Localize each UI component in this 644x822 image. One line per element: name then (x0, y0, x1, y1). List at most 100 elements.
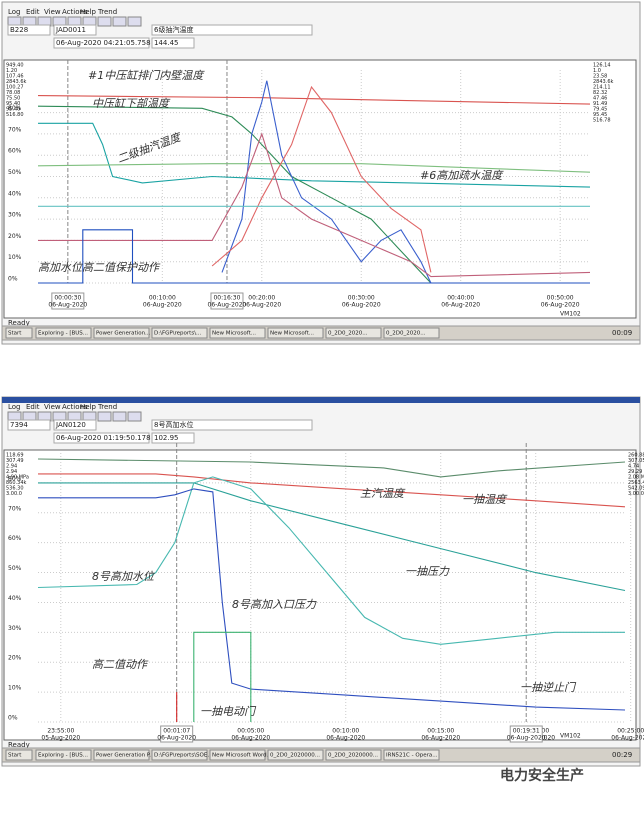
clock: 00:09 (612, 329, 632, 337)
toolbar-button[interactable] (127, 411, 142, 422)
toolbar-button[interactable] (112, 411, 127, 422)
taskbar-button[interactable] (151, 749, 208, 761)
field-text: 7394 (10, 421, 28, 429)
scale-label: 82.32 (593, 90, 607, 96)
scale-label: 95.40 (6, 107, 20, 113)
taskbar-button[interactable] (35, 327, 92, 339)
taskbar-button[interactable] (325, 327, 382, 339)
scale-label: 3.00.0 (628, 491, 644, 497)
taskbar-label[interactable]: 0_2D0_2020000... (328, 753, 378, 759)
taskbar-button[interactable] (93, 749, 150, 761)
taskbar-label[interactable]: New Microsoft... (270, 331, 314, 337)
taskbar-button[interactable] (209, 749, 266, 761)
scale-label: 1.0 (593, 68, 601, 74)
trend-line (221, 80, 432, 284)
taskbar-button[interactable] (93, 327, 150, 339)
taskbar-button[interactable] (383, 749, 440, 761)
scale-label: 47.46 (593, 96, 607, 102)
taskbar-label[interactable]: D:\FGP\reports\SOE... (154, 753, 213, 759)
taskbar-label[interactable]: 0_2D0_2020... (328, 331, 368, 337)
trend-line (38, 488, 626, 711)
trend-line (193, 631, 252, 722)
y-tick-label: 50% (8, 169, 22, 176)
taskbar-button[interactable] (5, 749, 33, 761)
x-tick-date: 06-Aug-2020 (231, 735, 270, 742)
menu-item[interactable]: View (44, 403, 61, 411)
field-box (151, 432, 195, 444)
menu-item[interactable]: Edit (26, 8, 40, 16)
field-text: JAN0120 (55, 421, 86, 429)
field-box (53, 37, 150, 49)
taskbar-label[interactable]: New Microsoft Word... (212, 753, 272, 759)
scale-label: 307.49 (6, 458, 24, 464)
taskbar-button[interactable] (209, 327, 266, 339)
cursor-box (51, 292, 85, 310)
scale-label: 2843.6k (6, 79, 26, 85)
menu-item[interactable]: Help (80, 403, 97, 411)
status-text: Ready (8, 741, 30, 749)
menu-item[interactable]: Log (8, 403, 21, 411)
cursor-label: 00:00:30 (54, 295, 81, 302)
trend-line (38, 229, 590, 284)
vm-label: VM102 (560, 311, 581, 318)
menu-item[interactable]: Trend (97, 8, 117, 16)
menu-item[interactable]: Edit (26, 403, 40, 411)
toolbar-button[interactable] (97, 411, 112, 422)
field-box (151, 24, 313, 36)
scale-label: 78.08 (6, 90, 20, 96)
menu-item[interactable]: View (44, 8, 61, 16)
taskbar-label[interactable]: Power Generation P... (96, 753, 155, 759)
x-tick-date: 06-Aug-2020 (342, 302, 381, 309)
x-tick-date: 06-Aug-2020 (242, 302, 281, 309)
taskbar-label[interactable]: Exploring - [BUS... (38, 753, 88, 759)
trend-line (37, 95, 591, 105)
cursor-label: 00:19:31 (513, 728, 540, 735)
taskbar-button[interactable] (383, 327, 440, 339)
taskbar-label[interactable]: New Microsoft... (212, 331, 256, 337)
toolbar-button[interactable] (127, 16, 142, 27)
taskbar-button[interactable] (5, 327, 33, 339)
field-text: 144.45 (154, 39, 179, 47)
taskbar-button[interactable] (35, 749, 92, 761)
taskbar-label[interactable]: 0_2D0_2020... (386, 331, 426, 337)
menu-item[interactable]: Actions (62, 403, 88, 411)
menu-item[interactable]: Actions (62, 8, 88, 16)
handwritten-note: #6高加疏水温度 (420, 169, 504, 182)
scale-label: 1.20 (6, 68, 17, 74)
taskbar-button[interactable] (267, 327, 324, 339)
scale-label: 949.40 (6, 63, 24, 69)
toolbar-button[interactable] (112, 16, 127, 27)
field-box (7, 24, 51, 36)
scale-label: 29.29 (628, 469, 642, 475)
handwritten-note: #1中压缸排门内壁温度 (88, 69, 205, 82)
taskbar-label[interactable]: Exploring - [BUS... (38, 331, 88, 337)
x-tick-date: 06-Aug-2020 (421, 735, 460, 742)
taskbar-label[interactable]: 0_2D0_2020000... (270, 753, 320, 759)
taskbar-label[interactable]: Start (8, 331, 22, 337)
y-tick-label: 10% (8, 685, 22, 692)
y-tick-label: 20% (8, 233, 22, 240)
scale-label: 95.40 (6, 101, 20, 107)
x-tick-date: 05-Aug-2020 (41, 735, 80, 742)
toolbar-button[interactable] (97, 16, 112, 27)
y-tick-label: 60% (8, 148, 22, 155)
x-tick-label: 23:55:00 (47, 728, 74, 735)
taskbar-label[interactable]: Power Generation... (96, 331, 151, 337)
taskbar-button[interactable] (151, 327, 208, 339)
y-tick-label: 40% (8, 595, 22, 602)
menu-item[interactable]: Trend (97, 403, 117, 411)
handwritten-note: 中压缸下部温度 (92, 97, 171, 110)
taskbar-label[interactable]: D:\FGP\reports\... (154, 331, 202, 337)
taskbar-button[interactable] (267, 749, 324, 761)
scale-label: 126.14 (593, 63, 611, 69)
handwritten-note: 主汽温度 (360, 487, 406, 500)
y-tick-label: 50% (8, 565, 22, 572)
trend-line (38, 132, 591, 278)
menu-item[interactable]: Help (80, 8, 97, 16)
taskbar-label[interactable]: IRN521C - Opera... (386, 753, 438, 759)
scale-label: 75.50 (6, 96, 20, 102)
taskbar-label[interactable]: Start (8, 753, 22, 759)
taskbar-button[interactable] (325, 749, 382, 761)
menu-item[interactable]: Log (8, 8, 21, 16)
field-text: B228 (10, 26, 28, 34)
